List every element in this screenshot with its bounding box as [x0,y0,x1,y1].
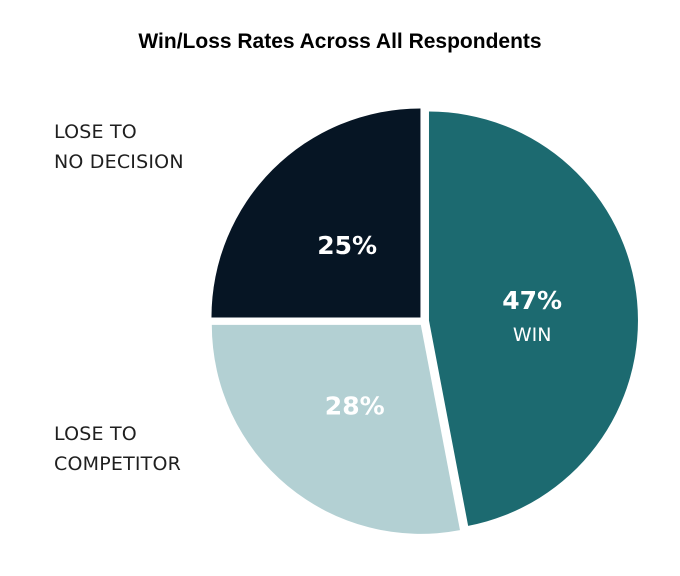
pie-category-label-win: WIN [513,324,552,346]
label-competitor-line1: LOSE TO [54,423,137,445]
label-lose-no-decision: LOSE TO NO DECISION [54,117,184,177]
pie-value-label-0: 47% [502,286,562,315]
pie-slice-lose-to-competitor [211,324,460,534]
chart-title: Win/Loss Rates Across All Respondents [138,30,542,53]
pie-slice-win [428,111,638,526]
label-lose-competitor: LOSE TO COMPETITOR [54,419,181,479]
label-no-decision-line2: NO DECISION [54,151,184,173]
pie-value-label-1: 28% [325,392,385,421]
label-competitor-line2: COMPETITOR [54,453,182,475]
pie-slice-lose-to-no-decision [211,108,421,318]
pie-value-label-2: 25% [317,231,377,260]
label-no-decision-line1: LOSE TO [54,121,137,143]
